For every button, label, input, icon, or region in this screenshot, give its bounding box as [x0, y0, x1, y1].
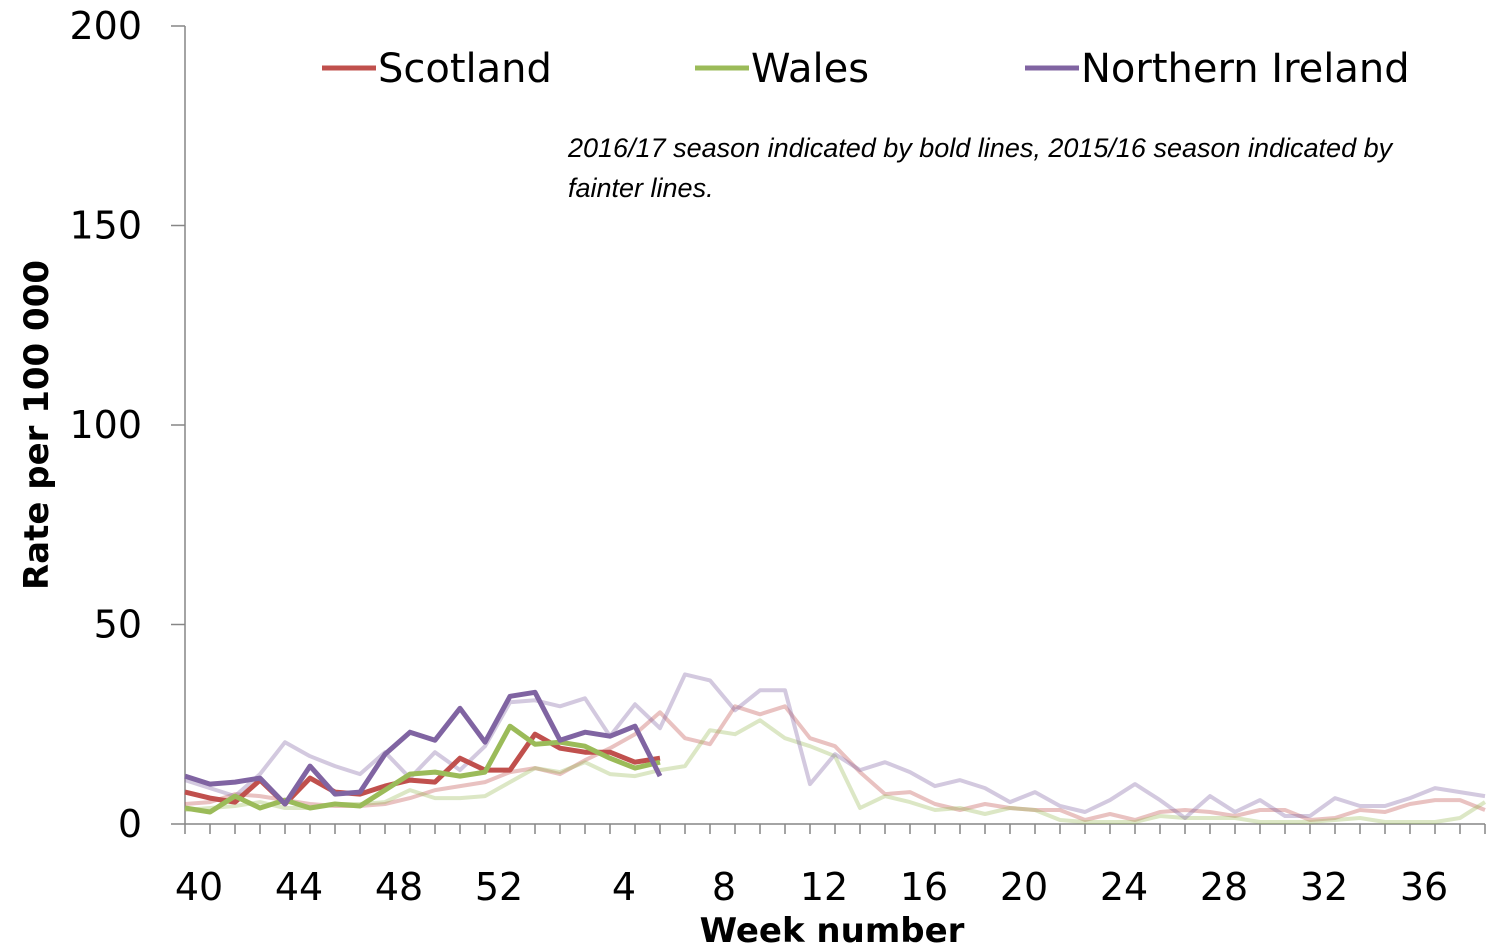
x-tick-label: 44: [275, 865, 323, 909]
y-tick-label: 200: [69, 4, 142, 48]
x-tick-label: 20: [1000, 865, 1048, 909]
x-tick-label: 40: [175, 865, 223, 909]
y-tick-label: 0: [118, 802, 142, 846]
y-tick-label: 50: [94, 603, 142, 647]
series-line-wales-2016-17: [184, 723, 661, 815]
legend-label: Northern Ireland: [1081, 46, 1410, 92]
y-tick-label: 150: [69, 204, 142, 248]
series-line-wales-2015-16: [184, 718, 1487, 824]
x-tick-label: 16: [900, 865, 948, 909]
x-tick-label: 4: [612, 865, 636, 909]
x-tick-label: 36: [1400, 865, 1448, 909]
legend-label: Scotland: [378, 46, 552, 92]
season-note: 2016/17 season indicated by bold lines, …: [567, 133, 1394, 203]
x-tick-label: 32: [1300, 865, 1348, 909]
y-tick-label: 100: [69, 403, 142, 447]
x-tick-label: 28: [1200, 865, 1248, 909]
y-axis-title: Rate per 100 000: [17, 260, 57, 590]
x-tick-label: 52: [475, 865, 523, 909]
x-tick-label: 24: [1100, 865, 1148, 909]
series-line-northern-ireland-2016-17: [184, 689, 663, 807]
x-tick-label: 12: [800, 865, 848, 909]
legend: Scotland Wales Northern Ireland: [322, 46, 1410, 92]
series-line-northern-ireland-2015-16: [184, 672, 1486, 820]
season-note-text: 2016/17 season indicated by bold lines, …: [567, 133, 1394, 203]
legend-label: Wales: [751, 46, 869, 92]
x-tick-label: 8: [712, 865, 736, 909]
series-line-scotland-2015-16: [184, 704, 1486, 822]
x-tick-label: 48: [375, 865, 423, 909]
x-axis-title: Week number: [700, 911, 965, 947]
